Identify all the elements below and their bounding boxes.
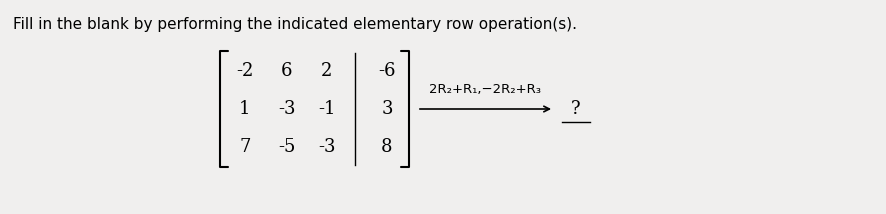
Text: 3: 3 xyxy=(381,100,392,118)
Text: 1: 1 xyxy=(239,100,251,118)
Text: 2: 2 xyxy=(321,62,332,80)
Text: -3: -3 xyxy=(278,100,295,118)
Text: -3: -3 xyxy=(318,138,336,156)
Text: 2R₂+R₁,−2R₂+R₃: 2R₂+R₁,−2R₂+R₃ xyxy=(429,83,540,96)
Text: 7: 7 xyxy=(239,138,251,156)
Text: ?: ? xyxy=(571,100,580,118)
Text: Fill in the blank by performing the indicated elementary row operation(s).: Fill in the blank by performing the indi… xyxy=(13,17,577,32)
Text: -6: -6 xyxy=(377,62,395,80)
Text: -5: -5 xyxy=(278,138,295,156)
Text: -2: -2 xyxy=(236,62,253,80)
Text: -1: -1 xyxy=(318,100,336,118)
Text: 6: 6 xyxy=(281,62,292,80)
Text: 8: 8 xyxy=(381,138,392,156)
